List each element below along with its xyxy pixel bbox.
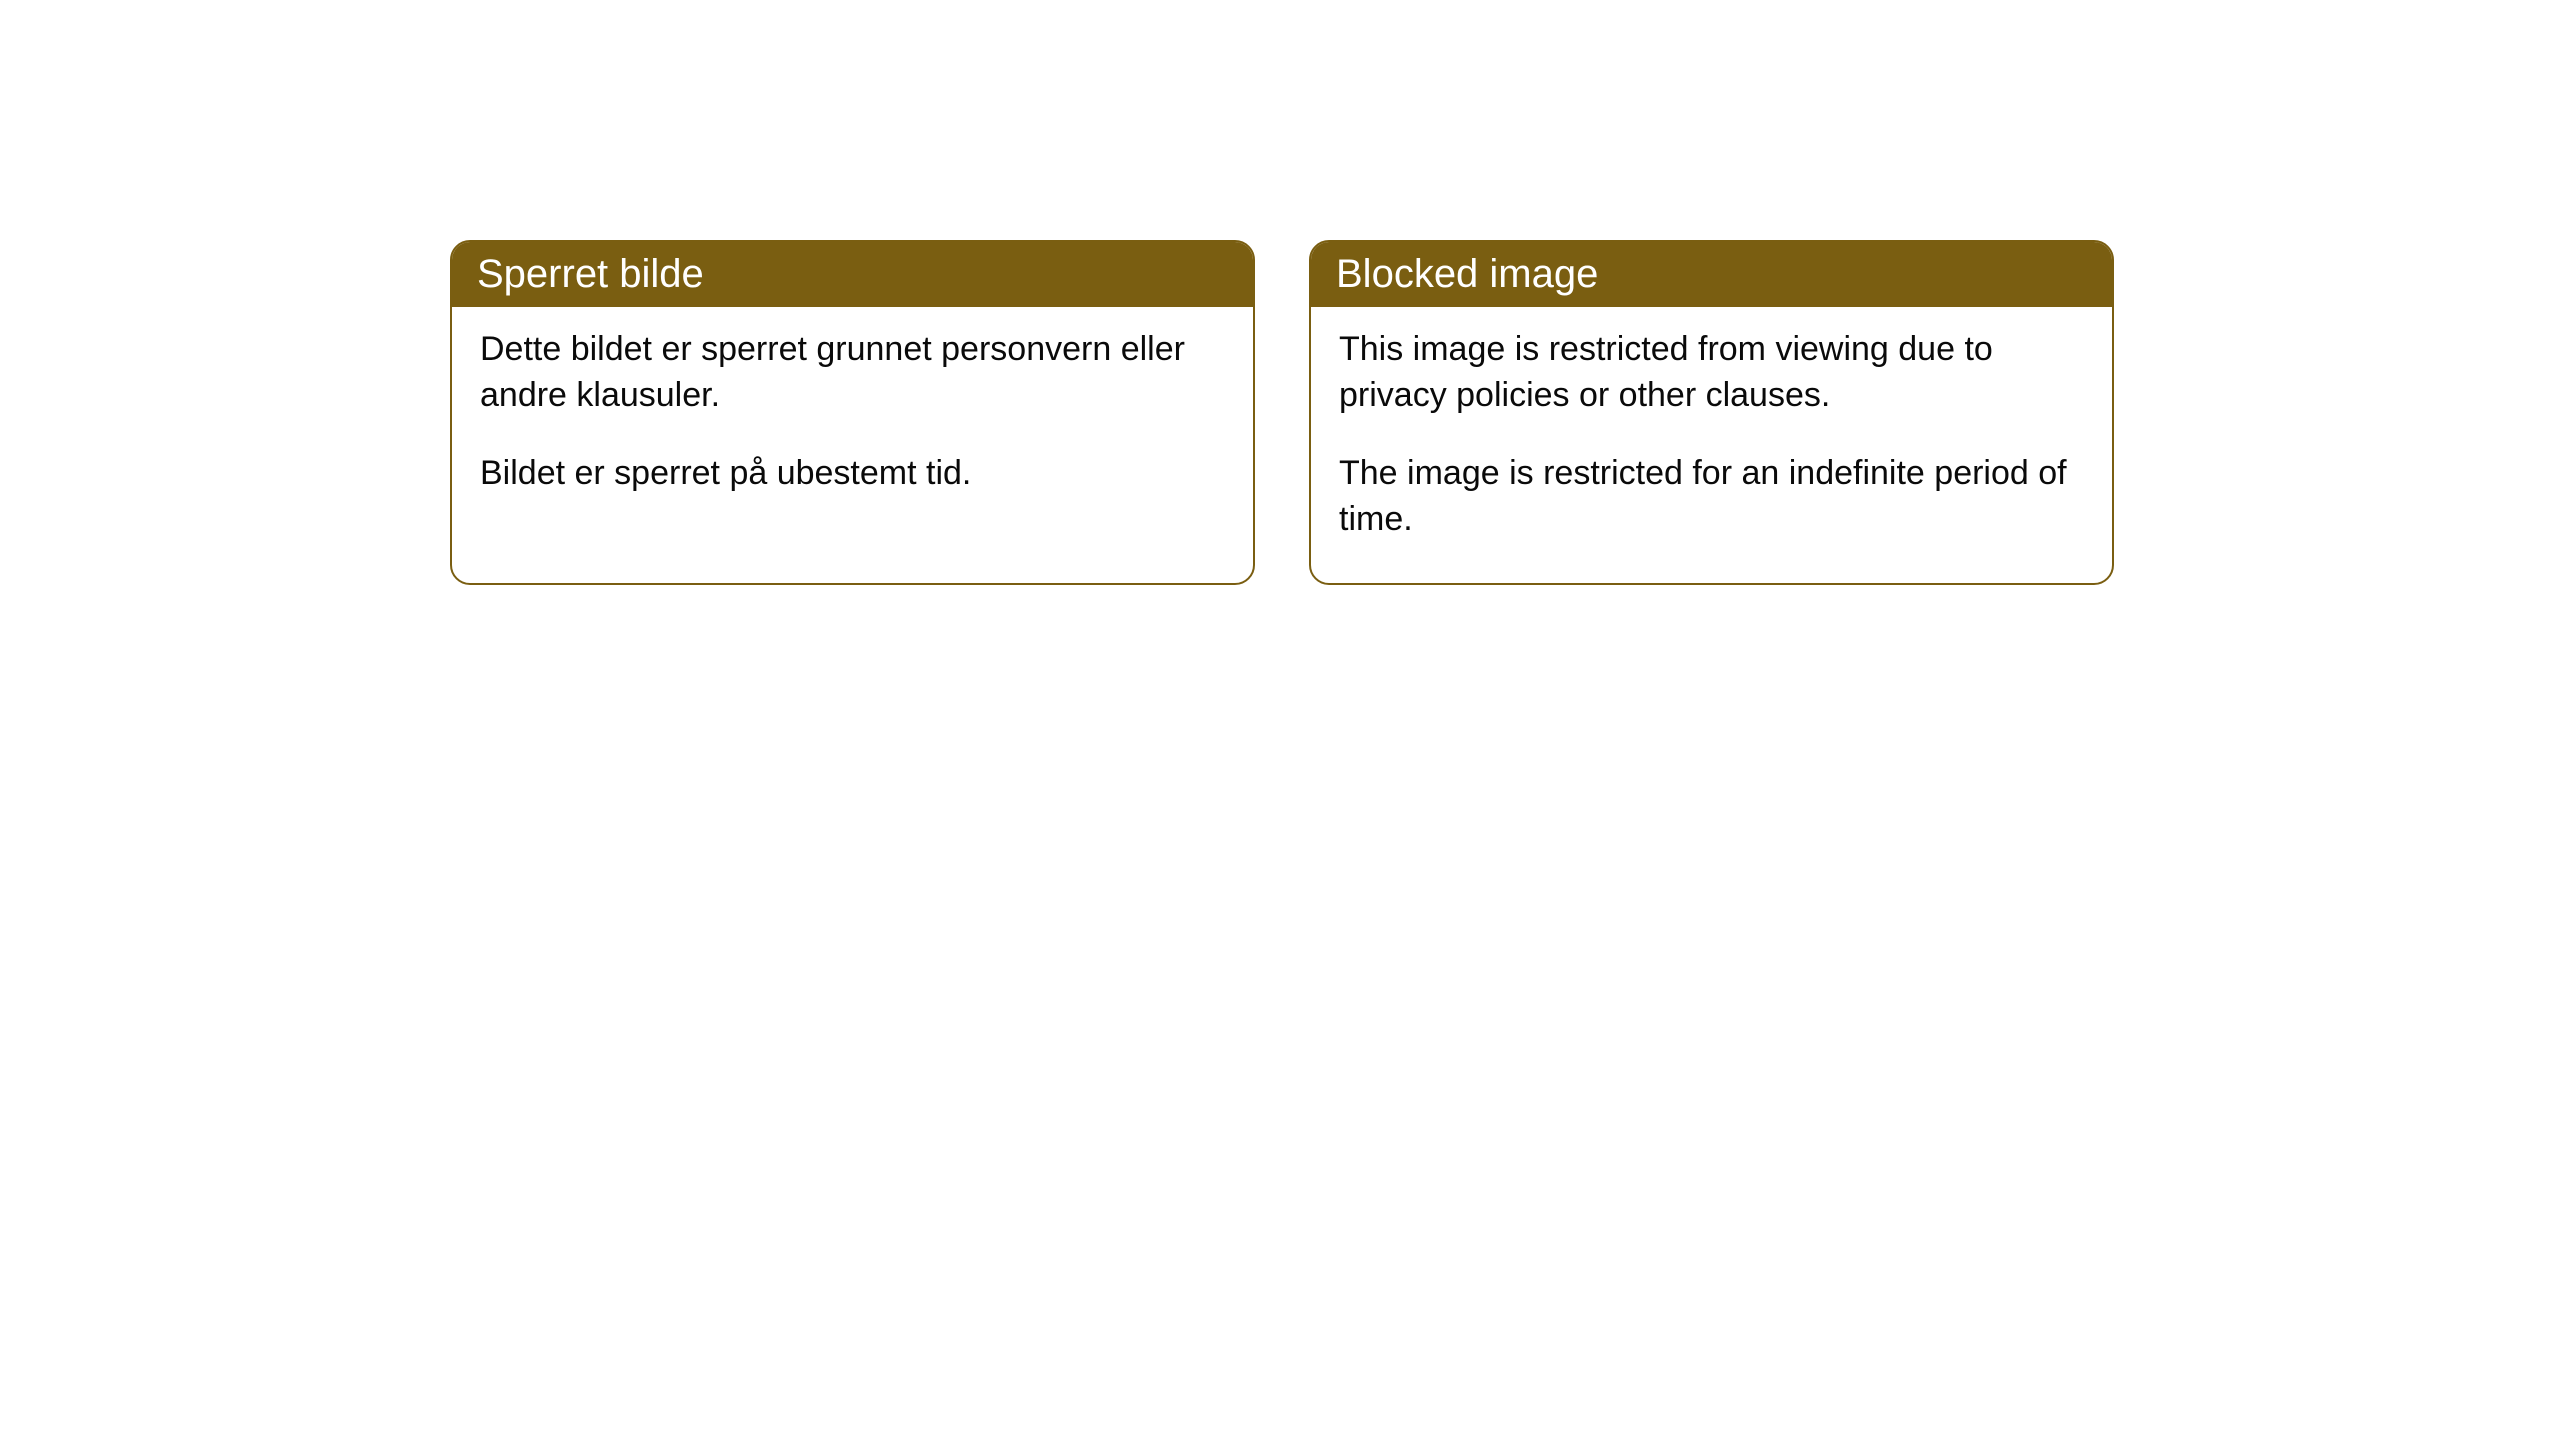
card-title: Blocked image — [1311, 242, 2112, 307]
card-paragraph: Bildet er sperret på ubestemt tid. — [480, 451, 1225, 497]
card-paragraph: The image is restricted for an indefinit… — [1339, 451, 2084, 543]
card-body: Dette bildet er sperret grunnet personve… — [452, 307, 1253, 537]
notice-card-english: Blocked image This image is restricted f… — [1309, 240, 2114, 585]
card-title: Sperret bilde — [452, 242, 1253, 307]
card-paragraph: Dette bildet er sperret grunnet personve… — [480, 327, 1225, 419]
notice-card-norwegian: Sperret bilde Dette bildet er sperret gr… — [450, 240, 1255, 585]
card-body: This image is restricted from viewing du… — [1311, 307, 2112, 583]
card-paragraph: This image is restricted from viewing du… — [1339, 327, 2084, 419]
notice-cards-container: Sperret bilde Dette bildet er sperret gr… — [450, 240, 2560, 585]
